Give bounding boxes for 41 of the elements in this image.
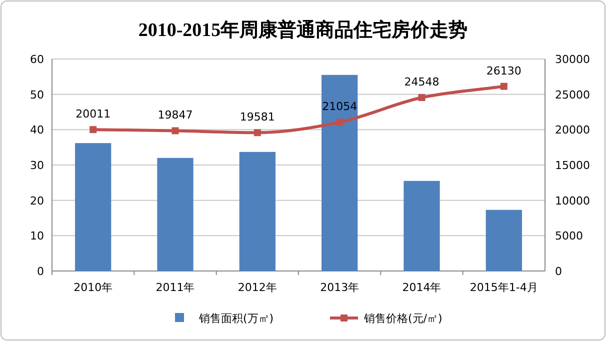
y-tick-label: 40 — [30, 124, 44, 137]
data-label: 19581 — [240, 110, 275, 124]
legend-label: 销售价格(元/㎡) — [363, 312, 442, 325]
y-tick-label: 50 — [30, 88, 44, 102]
x-tick-label: 2010年 — [74, 281, 113, 294]
y2-tick-label: 30000 — [555, 53, 590, 66]
point — [172, 127, 179, 134]
data-label: 19847 — [158, 108, 193, 122]
data-label: 21054 — [322, 100, 358, 114]
x-tick-label: 2011年 — [156, 281, 195, 294]
y2-tick-label: 10000 — [555, 194, 590, 208]
bar — [75, 143, 112, 271]
data-label: 24548 — [404, 76, 440, 89]
bar — [486, 210, 522, 271]
y2-tick-label: 25000 — [555, 88, 590, 102]
y2-tick-label: 20000 — [555, 124, 590, 137]
y-tick-label: 0 — [37, 265, 44, 278]
y2-tick-label: 5000 — [555, 230, 583, 243]
bar — [157, 158, 194, 271]
x-tick-label: 2015年1-4月 — [470, 281, 538, 294]
point — [500, 82, 508, 90]
point — [336, 118, 344, 126]
y-tick-label: 20 — [30, 194, 44, 208]
y-tick-label: 10 — [30, 230, 44, 243]
bar — [404, 180, 440, 271]
x-tick-label: 2012年 — [238, 281, 277, 294]
x-tick-label: 2013年 — [320, 281, 360, 294]
point — [90, 126, 97, 134]
legend-label: 销售面积(万㎡) — [198, 312, 274, 325]
y-tick-label: 60 — [30, 53, 44, 66]
point — [254, 129, 261, 136]
bar — [239, 152, 276, 271]
y-tick-label: 30 — [30, 159, 44, 172]
x-tick-label: 2014年 — [402, 281, 442, 294]
bar — [322, 74, 358, 271]
data-label: 26130 — [486, 64, 522, 78]
data-label: 20011 — [76, 108, 111, 121]
y2-tick-label: 15000 — [555, 159, 590, 172]
chart-title: 2010-2015年周康普通商品住宅房价走势 — [138, 19, 468, 41]
y2-tick-label: 0 — [555, 265, 562, 278]
point — [418, 94, 426, 102]
